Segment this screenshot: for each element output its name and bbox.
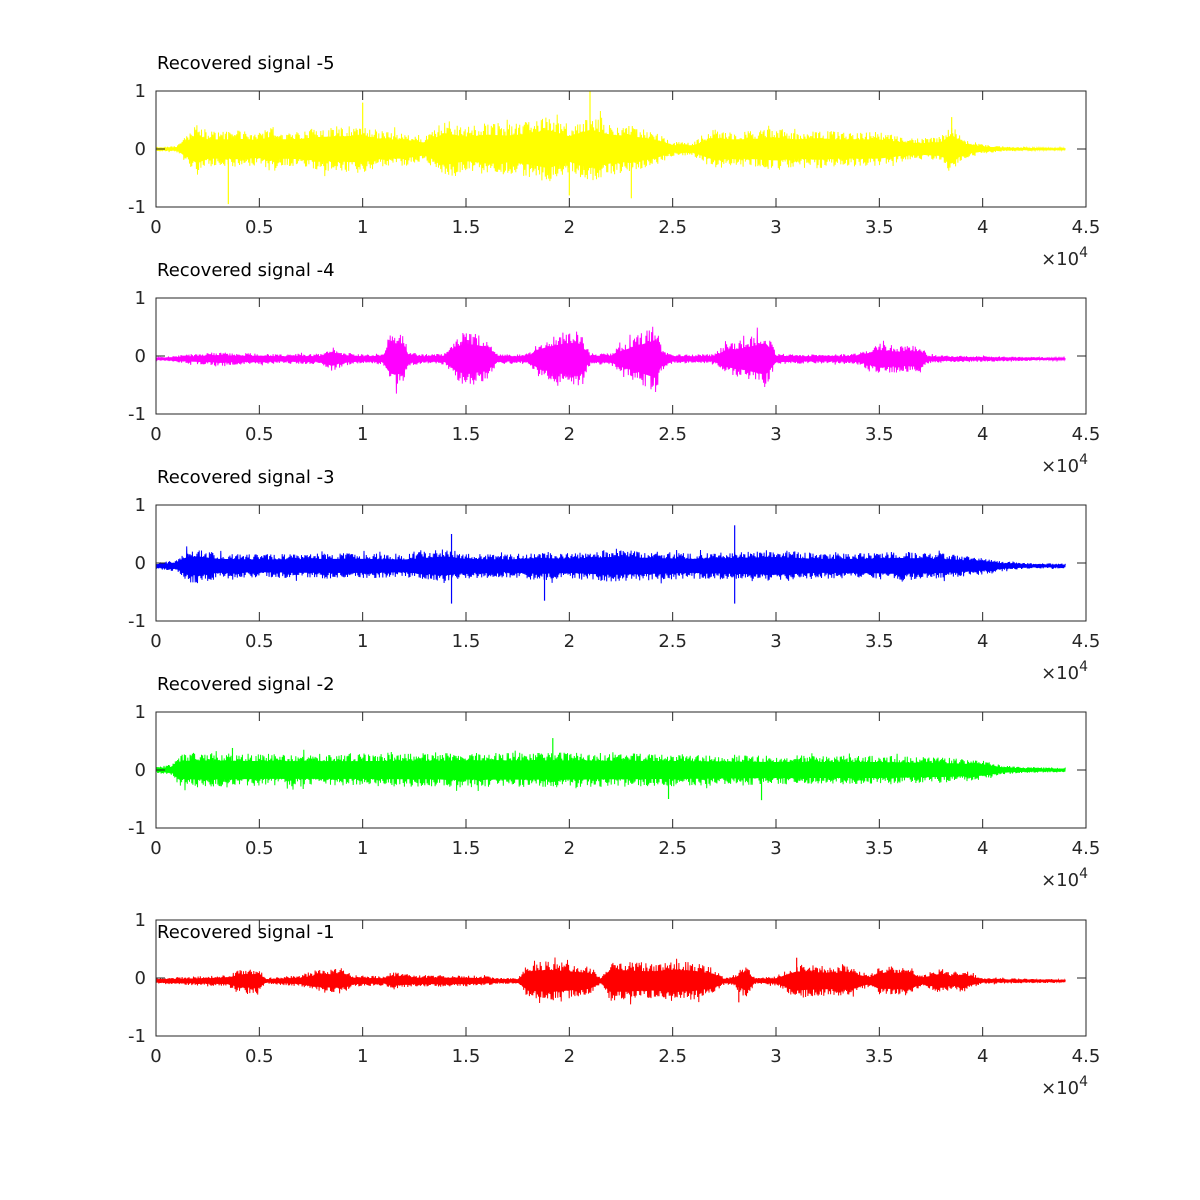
x-tick-label: 0.5 (245, 217, 274, 238)
x-exponent-power: 4 (1079, 245, 1088, 261)
x-tick-label: 4.5 (1072, 424, 1101, 445)
x-tick-label: 0 (150, 217, 161, 238)
x-tick-label: 3 (770, 424, 781, 445)
x-tick-label: 0 (150, 838, 161, 859)
x-exponent-base: ×10 (1041, 870, 1079, 891)
subplot-title: Recovered signal -1 (157, 922, 335, 943)
y-tick-label: -1 (128, 1026, 146, 1047)
x-tick-label: 1.5 (452, 1046, 481, 1067)
x-tick-label: 2 (564, 838, 575, 859)
x-tick-label: 3.5 (865, 217, 894, 238)
x-exponent-label: ×104 (1041, 866, 1088, 891)
x-tick-label: 3.5 (865, 838, 894, 859)
y-tick-label: 0 (135, 346, 146, 367)
x-exponent-power: 4 (1079, 1074, 1088, 1090)
y-tick-label: 0 (135, 553, 146, 574)
signal-core-band (156, 339, 1066, 378)
x-tick-label: 0.5 (245, 631, 274, 652)
x-tick-label: 2.5 (658, 1046, 687, 1067)
x-exponent-label: ×104 (1041, 452, 1088, 477)
x-exponent-power: 4 (1079, 866, 1088, 882)
x-tick-label: 4 (977, 1046, 988, 1067)
x-tick-label: 4.5 (1072, 1046, 1101, 1067)
x-tick-label: 2.5 (658, 838, 687, 859)
subplot-title: Recovered signal -4 (157, 260, 335, 281)
y-tick-label: 0 (135, 968, 146, 989)
x-tick-label: 3.5 (865, 631, 894, 652)
subplot-title: Recovered signal -5 (157, 53, 335, 74)
x-tick-label: 1.5 (452, 424, 481, 445)
x-tick-label: 1 (357, 424, 368, 445)
x-tick-label: 1 (357, 217, 368, 238)
x-tick-label: 0.5 (245, 1046, 274, 1067)
x-tick-label: 4 (977, 217, 988, 238)
x-tick-label: 2 (564, 217, 575, 238)
x-exponent-base: ×10 (1041, 249, 1079, 270)
y-tick-label: 1 (135, 910, 146, 931)
x-exponent-power: 4 (1079, 452, 1088, 468)
x-tick-label: 0 (150, 424, 161, 445)
x-tick-label: 1.5 (452, 631, 481, 652)
x-tick-label: 2.5 (658, 424, 687, 445)
y-tick-label: -1 (128, 611, 146, 632)
x-tick-label: 4 (977, 838, 988, 859)
x-tick-label: 3.5 (865, 1046, 894, 1067)
signal-core-band (156, 969, 1066, 993)
x-tick-label: 3 (770, 631, 781, 652)
x-tick-label: 2 (564, 424, 575, 445)
x-tick-label: 1 (357, 1046, 368, 1067)
y-tick-label: 1 (135, 495, 146, 516)
x-tick-label: 0 (150, 1046, 161, 1067)
x-tick-label: 1.5 (452, 838, 481, 859)
x-tick-label: 2 (564, 631, 575, 652)
x-tick-label: 0.5 (245, 838, 274, 859)
y-tick-label: 1 (135, 702, 146, 723)
x-tick-label: 1.5 (452, 217, 481, 238)
y-tick-label: -1 (128, 404, 146, 425)
x-exponent-label: ×104 (1041, 245, 1088, 270)
signal-core-band (156, 760, 1066, 780)
x-exponent-label: ×104 (1041, 1074, 1088, 1099)
signal-core-band (156, 556, 1066, 576)
y-tick-label: 0 (135, 760, 146, 781)
x-tick-label: 3 (770, 838, 781, 859)
x-tick-label: 1 (357, 631, 368, 652)
x-tick-label: 4.5 (1072, 631, 1101, 652)
x-tick-label: 3 (770, 1046, 781, 1067)
x-exponent-label: ×104 (1041, 659, 1088, 684)
y-tick-label: -1 (128, 197, 146, 218)
x-tick-label: 4.5 (1072, 838, 1101, 859)
x-tick-label: 2.5 (658, 217, 687, 238)
y-tick-label: 1 (135, 81, 146, 102)
y-tick-label: 0 (135, 139, 146, 160)
y-tick-label: -1 (128, 818, 146, 839)
x-tick-label: 4.5 (1072, 217, 1101, 238)
x-tick-label: 4 (977, 631, 988, 652)
x-tick-label: 3.5 (865, 424, 894, 445)
x-tick-label: 4 (977, 424, 988, 445)
x-exponent-base: ×10 (1041, 663, 1079, 684)
subplot-title: Recovered signal -2 (157, 674, 335, 695)
x-exponent-power: 4 (1079, 659, 1088, 675)
signal-core-band (156, 129, 1066, 169)
x-tick-label: 1 (357, 838, 368, 859)
x-tick-label: 3 (770, 217, 781, 238)
x-tick-label: 2 (564, 1046, 575, 1067)
subplot-title: Recovered signal -3 (157, 467, 335, 488)
x-exponent-base: ×10 (1041, 1078, 1079, 1099)
y-tick-label: 1 (135, 288, 146, 309)
x-tick-label: 0 (150, 631, 161, 652)
x-tick-label: 2.5 (658, 631, 687, 652)
x-tick-label: 0.5 (245, 424, 274, 445)
x-exponent-base: ×10 (1041, 456, 1079, 477)
